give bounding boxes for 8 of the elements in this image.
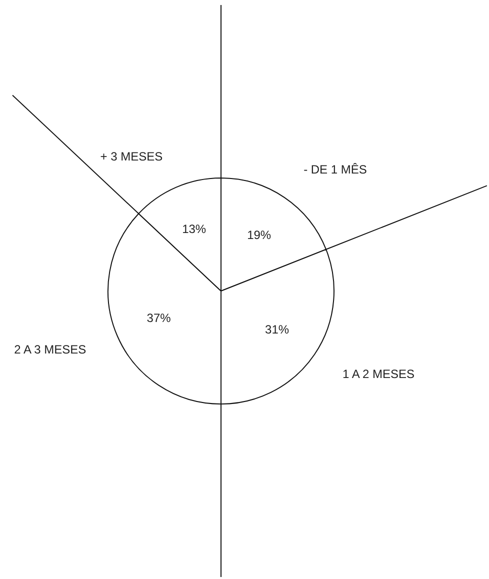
slice-label: - DE 1 MÊS [304,162,367,177]
data-label: 19% [247,228,272,242]
slice-label: 2 A 3 MESES [14,342,86,357]
slice-label: + 3 MESES [100,149,163,164]
data-label: 37% [146,311,172,326]
data-label: 31% [265,322,290,336]
slice-label: 1 A 2 MESES [342,366,415,381]
data-label: 13% [182,222,206,236]
